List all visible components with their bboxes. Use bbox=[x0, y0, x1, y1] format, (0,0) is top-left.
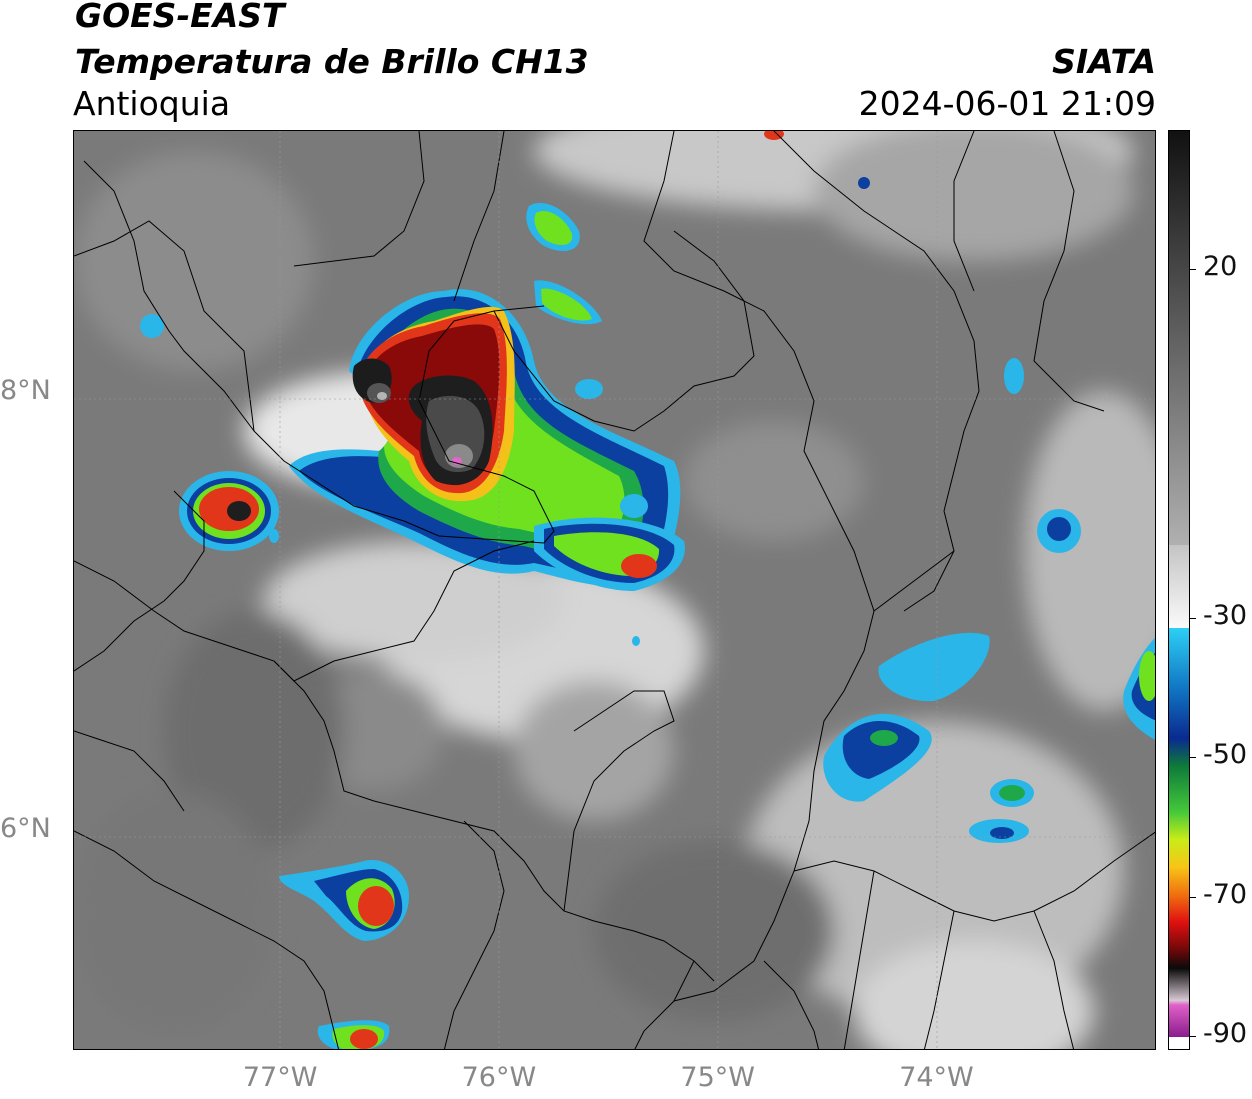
brightness-temperature-map bbox=[73, 130, 1156, 1050]
agency-label: SIATA bbox=[1052, 42, 1156, 81]
colorbar-tick-mark bbox=[1190, 1036, 1196, 1038]
lon-tick-label: 74°W bbox=[899, 1062, 974, 1093]
north-small-cells bbox=[140, 131, 1081, 646]
product-title: Temperatura de Brillo CH13 bbox=[75, 42, 589, 81]
colorbar-canvas bbox=[1169, 131, 1189, 1049]
colorbar-tick-label: -50 bbox=[1203, 739, 1248, 771]
political-boundaries bbox=[74, 131, 1155, 1049]
southeast-tail-cell bbox=[534, 517, 685, 591]
colorbar bbox=[1168, 130, 1190, 1050]
lon-tick-label: 77°W bbox=[242, 1062, 318, 1093]
satellite-title: GOES-EAST bbox=[75, 0, 285, 35]
region-label: Antioquia bbox=[73, 84, 231, 123]
east-storm-cluster bbox=[823, 632, 1155, 843]
colorbar-tick-label: -30 bbox=[1203, 599, 1248, 631]
lon-tick-label: 76°W bbox=[461, 1062, 537, 1093]
lat-tick-label: 6°N bbox=[0, 812, 51, 844]
colorbar-tick-label: -90 bbox=[1203, 1018, 1248, 1050]
colorbar-tick-label: 20 bbox=[1203, 251, 1238, 283]
timestamp-label: 2024-06-01 21:09 bbox=[858, 84, 1156, 123]
colorbar-gradient bbox=[1169, 131, 1189, 1049]
colorbar-tick-mark bbox=[1190, 269, 1196, 271]
colorbar-tick-label: -70 bbox=[1203, 878, 1248, 910]
graticule bbox=[74, 131, 1155, 1049]
southwest-storm-cells bbox=[279, 860, 409, 1049]
main-storm-cell bbox=[289, 289, 681, 587]
lat-tick-label: 8°N bbox=[0, 374, 51, 406]
lon-tick-label: 75°W bbox=[680, 1062, 755, 1093]
colorbar-tick-mark bbox=[1190, 896, 1196, 898]
map-canvas bbox=[74, 131, 1155, 1049]
colorbar-tick-mark bbox=[1190, 757, 1196, 759]
colorbar-tick-mark bbox=[1190, 617, 1196, 619]
